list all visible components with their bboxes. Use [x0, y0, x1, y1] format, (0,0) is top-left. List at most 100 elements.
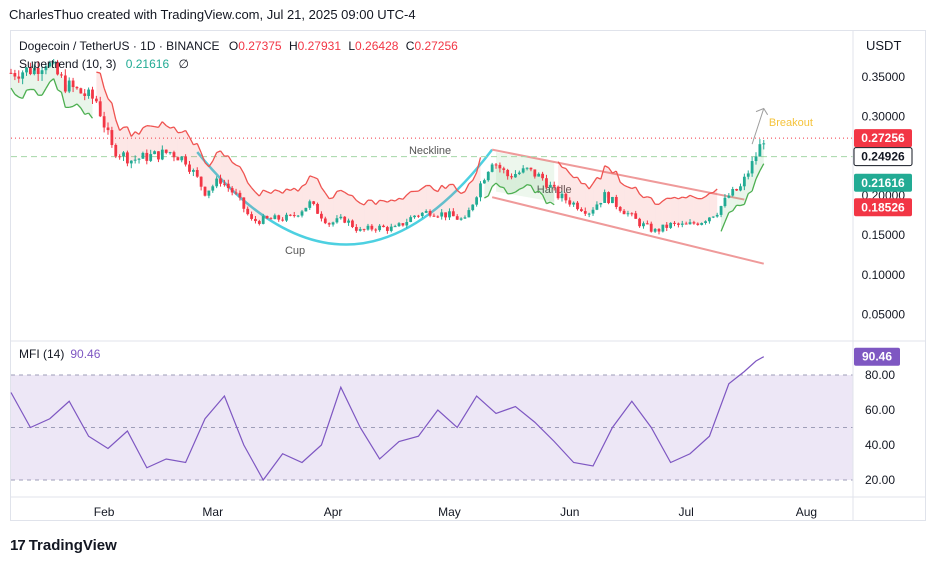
currency-label[interactable]: USDT: [866, 38, 902, 53]
candle-body: [98, 101, 102, 117]
supertrend-fill: [142, 125, 147, 157]
supertrend-segment: [111, 102, 117, 120]
supertrend-fill: [399, 198, 403, 225]
supertrend-segment: [503, 187, 509, 195]
supertrend-fill: [84, 92, 89, 115]
supertrend-segment: [588, 182, 594, 190]
candle-body: [246, 208, 250, 215]
candle-body: [226, 183, 230, 189]
supertrend-segment: [126, 126, 132, 137]
supertrend-fill: [189, 137, 194, 171]
candle-body: [424, 211, 428, 213]
candle-body: [129, 160, 133, 164]
supertrend-segment: [383, 200, 388, 203]
mfi-legend[interactable]: MFI (14) 90.46: [19, 347, 100, 361]
symbol-legend[interactable]: Dogecoin / TetherUS · 1D · BINANCE O0.27…: [19, 37, 458, 73]
supertrend-segment: [340, 189, 345, 193]
supertrend-fill: [666, 198, 671, 227]
candle-body: [514, 174, 517, 178]
supertrend-segment: [196, 143, 202, 153]
supertrend-fill: [375, 200, 380, 230]
supertrend-fill: [647, 196, 652, 228]
candle-body: [397, 223, 401, 227]
candle-body: [60, 74, 63, 76]
supertrend-segment: [154, 126, 159, 129]
supertrend-fill: [344, 192, 349, 222]
supertrend-segment: [612, 170, 617, 174]
supertrend-label[interactable]: Supertrend (10, 3): [19, 57, 117, 71]
candle-body: [215, 178, 219, 187]
supertrend-fill: [534, 172, 539, 193]
supertrend-segment: [522, 184, 528, 189]
supertrend-segment: [682, 196, 687, 199]
candle-body: [564, 193, 568, 201]
handle-shading: [496, 152, 555, 202]
candle-body: [137, 158, 141, 160]
supertrend-fill: [371, 200, 376, 230]
supertrend-fill: [709, 192, 714, 220]
candle-body: [292, 215, 296, 217]
supertrend-fill: [457, 190, 462, 220]
candle-body: [583, 211, 587, 214]
supertrend-segment: [728, 210, 733, 214]
mfi-tick-label: 40.00: [865, 438, 895, 452]
close-label: C: [405, 39, 415, 53]
supertrend-segment: [658, 200, 664, 205]
supertrend-segment: [88, 112, 94, 119]
candle-body: [296, 215, 300, 217]
supertrend-fill: [651, 197, 656, 231]
supertrend-layer: [10, 62, 765, 232]
supertrend-fill: [340, 190, 345, 220]
price-tick-label: 0.15000: [862, 228, 906, 242]
candle-body: [184, 156, 188, 165]
supertrend-fill: [464, 183, 469, 218]
candle-body: [432, 215, 436, 217]
supertrend-fill: [170, 126, 174, 155]
supertrend-fill: [294, 188, 299, 216]
supertrend-segment: [99, 72, 105, 89]
supertrend-fill: [135, 131, 140, 161]
candle-body: [673, 222, 676, 224]
candle-body: [323, 218, 327, 224]
annotation-breakout: Breakout: [769, 117, 813, 129]
candle-body: [149, 154, 153, 161]
candle-body: [52, 62, 56, 64]
supertrend-segment: [631, 186, 636, 190]
candle-body: [219, 178, 222, 184]
supertrend-segment: [216, 150, 221, 154]
symbol-name[interactable]: Dogecoin / TetherUS · 1D · BINANCE: [19, 39, 220, 53]
supertrend-segment: [751, 178, 757, 192]
candle-body: [44, 66, 48, 71]
supertrend-fill: [577, 177, 582, 211]
candle-body: [114, 145, 118, 157]
candle-body: [727, 195, 731, 198]
candle-body: [413, 215, 416, 218]
supertrend-segment: [615, 170, 621, 183]
candle-body: [463, 217, 467, 219]
supertrend-segment: [650, 197, 656, 205]
supertrend-segment: [371, 199, 377, 205]
candle-body: [308, 201, 312, 208]
supertrend-segment: [759, 163, 765, 172]
candle-body: [288, 214, 292, 216]
candle-body: [498, 164, 502, 169]
supertrend-segment: [685, 194, 691, 199]
supertrend-fill: [383, 200, 388, 230]
supertrend-segment: [565, 168, 571, 174]
supertrend-fill: [573, 177, 578, 206]
candlestick-series: [9, 59, 766, 235]
supertrend-segment: [57, 89, 62, 93]
supertrend-segment: [499, 186, 504, 189]
candle-body: [370, 225, 374, 230]
price-label-value: 0.27256: [861, 131, 905, 145]
supertrend-segment: [80, 107, 86, 115]
supertrend-segment: [309, 175, 314, 178]
supertrend-segment: [464, 183, 470, 192]
supertrend-segment: [635, 186, 641, 195]
candle-body: [36, 67, 40, 75]
candle-body: [40, 70, 44, 75]
candle-body: [234, 192, 238, 194]
candle-body: [378, 225, 382, 231]
candle-body: [440, 212, 444, 217]
